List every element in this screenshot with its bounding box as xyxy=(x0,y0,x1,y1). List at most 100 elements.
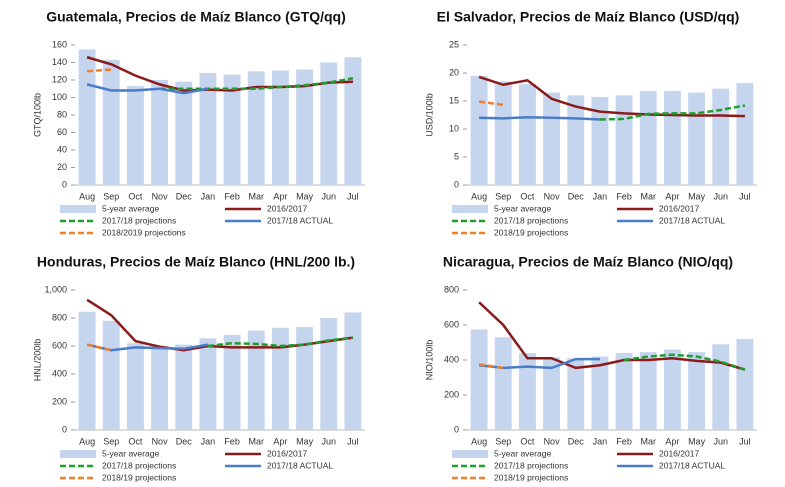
legend-label: 2018/19 projections xyxy=(494,227,568,237)
legend-label: 2017/18 ACTUAL xyxy=(659,215,725,225)
y-tick-label: 0 xyxy=(454,179,459,189)
line-series xyxy=(478,75,745,118)
legend-label: 2017/18 ACTUAL xyxy=(267,460,333,470)
x-tick-label: Apr xyxy=(273,191,287,201)
legend-swatch xyxy=(60,205,96,213)
line-series xyxy=(86,343,112,352)
y-tick-label: 10 xyxy=(449,123,459,133)
bar xyxy=(518,84,536,185)
bar xyxy=(543,92,561,185)
x-tick-label: Apr xyxy=(665,436,679,446)
chart-title: El Salvador, Precios de Maíz Blanco (USD… xyxy=(437,9,740,25)
y-tick-label: 20 xyxy=(449,67,459,77)
chart-title: Guatemala, Precios de Maíz Blanco (GTQ/q… xyxy=(46,9,346,25)
y-tick-label: 25 xyxy=(449,39,459,49)
legend-label: 5-year average xyxy=(494,448,551,458)
bar xyxy=(320,62,338,185)
x-tick-label: Mar xyxy=(249,191,265,201)
bar xyxy=(591,356,609,430)
x-tick-label: Apr xyxy=(665,191,679,201)
y-tick-label: 1,000 xyxy=(44,284,67,294)
legend-label: 2016/2017 xyxy=(659,203,699,213)
x-tick-label: Jun xyxy=(321,436,336,446)
bar xyxy=(470,75,488,185)
bar xyxy=(320,318,338,430)
x-tick-label: Jul xyxy=(739,436,751,446)
y-tick-label: 80 xyxy=(57,109,67,119)
bar xyxy=(712,88,730,185)
x-tick-label: Dec xyxy=(176,191,193,201)
bar xyxy=(126,86,144,185)
x-tick-label: Mar xyxy=(641,191,657,201)
x-tick-label: Sep xyxy=(495,436,511,446)
bar xyxy=(151,346,169,430)
line-series xyxy=(599,104,746,121)
x-tick-label: Nov xyxy=(152,191,169,201)
line-series xyxy=(479,115,600,121)
x-tick-label: Nov xyxy=(544,436,561,446)
legend-swatch xyxy=(60,450,96,458)
x-tick-label: Jan xyxy=(201,436,216,446)
chart-panel: Nicaragua, Precios de Maíz Blanco (NIO/q… xyxy=(424,254,757,482)
legend-label: 2016/2017 xyxy=(267,203,307,213)
y-tick-label: 5 xyxy=(454,151,459,161)
x-tick-label: Feb xyxy=(224,436,240,446)
x-tick-label: May xyxy=(296,191,314,201)
bar xyxy=(199,338,217,430)
bar xyxy=(470,329,488,430)
chart-panel: Honduras, Precios de Maíz Blanco (HNL/20… xyxy=(32,254,365,482)
y-tick-label: 0 xyxy=(62,424,67,434)
bar xyxy=(639,90,657,185)
x-tick-label: Dec xyxy=(568,436,585,446)
bar xyxy=(663,349,681,430)
x-tick-label: Jul xyxy=(347,436,359,446)
line-series xyxy=(86,83,209,95)
bar xyxy=(344,57,362,185)
y-axis-title: HNL/200lb xyxy=(32,339,42,382)
x-tick-label: Mar xyxy=(641,436,657,446)
y-tick-label: 800 xyxy=(444,284,459,294)
y-tick-label: 0 xyxy=(454,424,459,434)
bar xyxy=(712,344,730,430)
x-tick-label: Apr xyxy=(273,436,287,446)
bar xyxy=(663,90,681,185)
bar xyxy=(615,353,633,430)
legend-label: 2017/18 projections xyxy=(102,215,176,225)
y-tick-label: 15 xyxy=(449,95,459,105)
line-series xyxy=(478,363,504,370)
legend-label: 5-year average xyxy=(494,203,551,213)
x-tick-label: Feb xyxy=(616,436,632,446)
y-axis-title: GTQ/100lb xyxy=(32,93,42,137)
bar xyxy=(494,81,512,185)
x-tick-label: Jun xyxy=(321,191,336,201)
x-tick-label: Jan xyxy=(593,436,608,446)
y-tick-label: 140 xyxy=(52,57,67,67)
legend-label: 2017/18 projections xyxy=(494,460,568,470)
x-tick-label: Jun xyxy=(713,191,728,201)
y-tick-label: 160 xyxy=(52,39,67,49)
legend-label: 2017/18 projections xyxy=(494,215,568,225)
x-tick-label: Jun xyxy=(713,436,728,446)
legend-label: 5-year average xyxy=(102,203,159,213)
chart-title: Nicaragua, Precios de Maíz Blanco (NIO/q… xyxy=(443,254,733,270)
x-tick-label: Dec xyxy=(176,436,193,446)
bar xyxy=(126,343,144,430)
x-tick-label: Aug xyxy=(79,191,95,201)
y-tick-label: 100 xyxy=(52,92,67,102)
bar xyxy=(615,95,633,185)
bar xyxy=(296,327,314,430)
legend-label: 2017/18 ACTUAL xyxy=(659,460,725,470)
y-tick-label: 800 xyxy=(52,312,67,322)
x-tick-label: Mar xyxy=(249,436,265,446)
x-tick-label: Sep xyxy=(103,436,119,446)
x-tick-label: Aug xyxy=(471,436,487,446)
y-tick-label: 400 xyxy=(52,368,67,378)
legend-label: 2018/19 projections xyxy=(102,472,176,482)
chart-panel: Guatemala, Precios de Maíz Blanco (GTQ/q… xyxy=(32,9,365,237)
line-series xyxy=(478,100,504,107)
bar xyxy=(247,71,265,185)
x-tick-label: Oct xyxy=(128,436,143,446)
bar xyxy=(78,311,96,430)
x-tick-label: Nov xyxy=(544,191,561,201)
